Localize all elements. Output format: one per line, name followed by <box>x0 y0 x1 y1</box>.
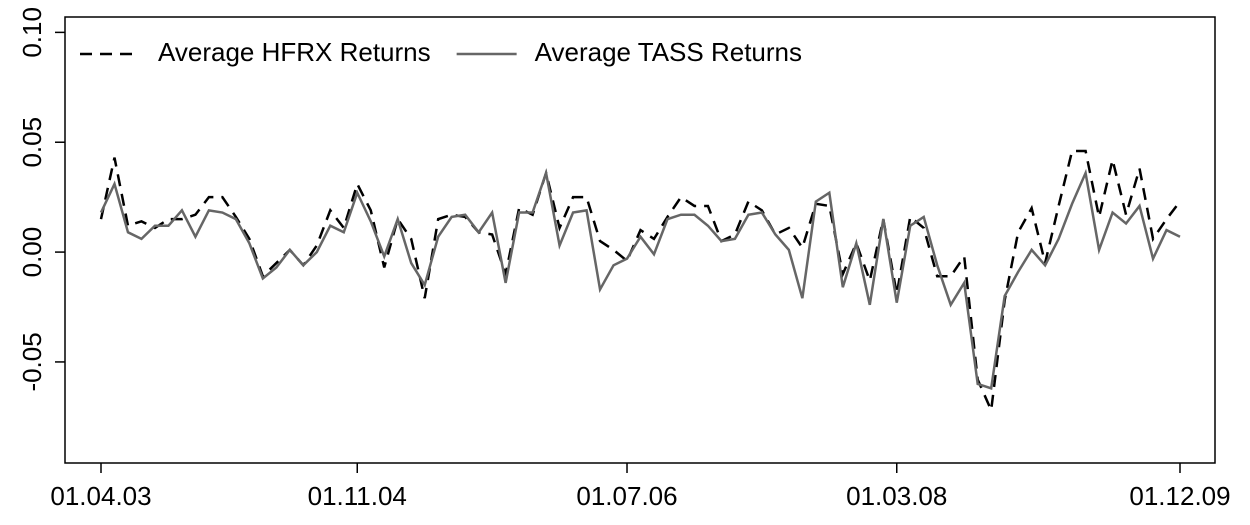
plot-frame <box>64 16 1216 464</box>
x-tick-label: 01.04.03 <box>50 481 151 511</box>
legend-label: Average TASS Returns <box>535 37 802 67</box>
y-tick-label: 0.00 <box>17 227 47 278</box>
y-tick-label: -0.05 <box>17 332 47 391</box>
x-tick-label: 01.03.08 <box>846 481 947 511</box>
legend-label: Average HFRX Returns <box>158 37 431 67</box>
series-line <box>99 168 1181 390</box>
x-tick-label: 01.07.06 <box>576 481 677 511</box>
x-tick-label: 01.12.09 <box>1129 481 1230 511</box>
y-tick-label: 0.10 <box>17 7 47 58</box>
x-tick-label: 01.11.04 <box>308 481 407 511</box>
series-line <box>99 149 1181 415</box>
y-tick-label: 0.05 <box>17 117 47 168</box>
